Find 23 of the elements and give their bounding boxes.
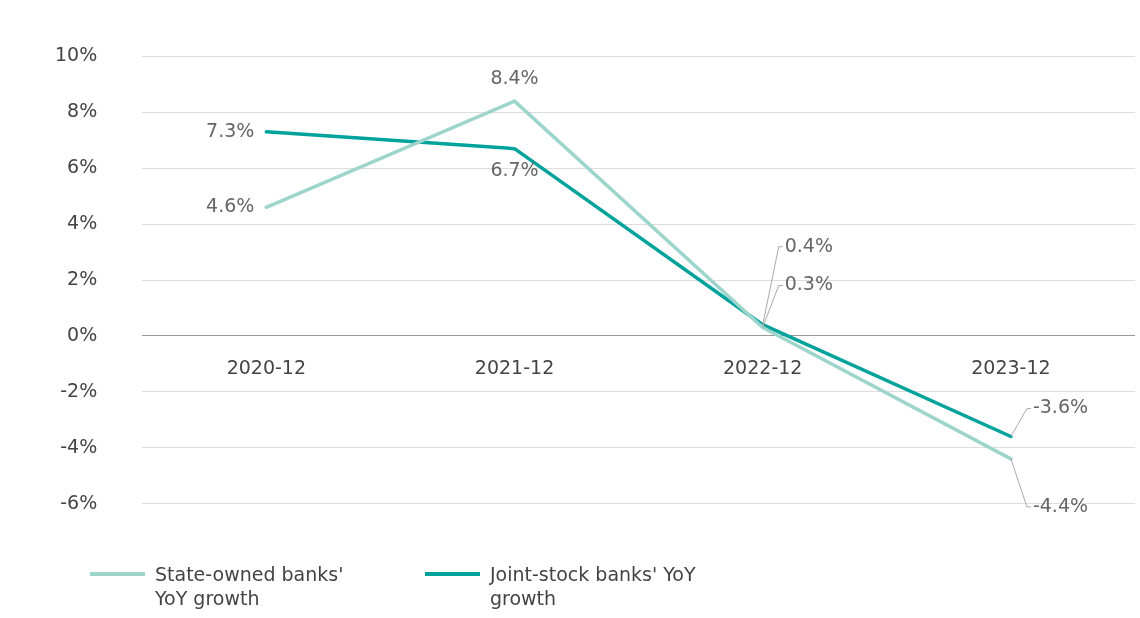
text: 8.4% xyxy=(490,66,539,89)
text: 0.3% xyxy=(784,272,833,295)
y-tick-label: 6% xyxy=(67,155,98,178)
y-tick-label: 0% xyxy=(67,322,98,345)
text: -4.4% xyxy=(1032,493,1089,516)
y-tick-label: 2% xyxy=(67,266,98,289)
y-tick-label: 8% xyxy=(67,99,98,122)
legend-label: Joint-stock banks' YoY growth xyxy=(490,562,697,610)
x-tick-label: 2021-12 xyxy=(474,356,555,379)
x-tick-label: 2020-12 xyxy=(226,356,307,379)
x-tick-label: 2022-12 xyxy=(723,356,803,379)
text: 6.7% xyxy=(490,157,539,180)
text: 0.4% xyxy=(784,233,833,256)
y-tick-label: 4% xyxy=(67,211,98,234)
text: 7.3% xyxy=(206,118,255,141)
text: 4.6% xyxy=(206,194,255,217)
legend-label: State-owned banks' YoY growth xyxy=(155,562,345,610)
y-tick-label: -4% xyxy=(60,434,98,457)
y-tick-label: -6% xyxy=(60,490,98,513)
x-tick-label: 2023-12 xyxy=(971,356,1051,379)
text: -3.6% xyxy=(1032,395,1089,418)
y-tick-label: -2% xyxy=(60,378,98,401)
y-tick-label: 10% xyxy=(55,43,98,66)
